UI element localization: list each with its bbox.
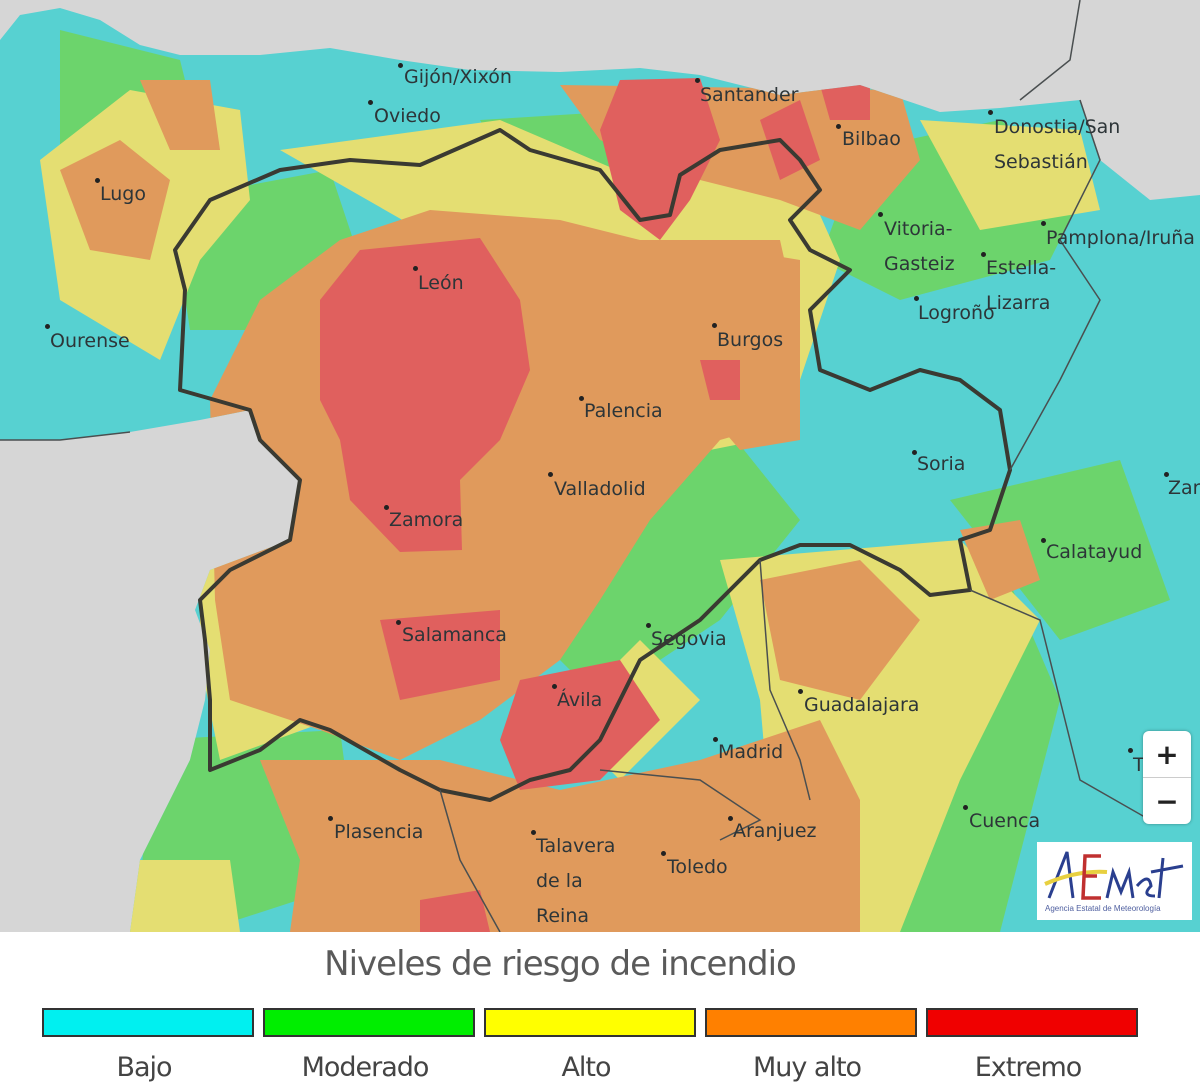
city-dot: [368, 100, 373, 105]
city-dot: [1041, 221, 1046, 226]
city-vitoria: Vitoria- Gasteiz: [884, 212, 955, 282]
legend-label-alto: Alto: [561, 1052, 611, 1083]
city-valladolid: Valladolid: [554, 478, 646, 500]
city-cuenca: Cuenca: [969, 810, 1041, 832]
map-layer: [0, 0, 1200, 932]
label-line: Estella-: [986, 257, 1057, 279]
city-dot: [963, 805, 968, 810]
legend-swatch-bajo: [42, 1008, 254, 1037]
city-dot: [328, 816, 333, 821]
city-dot: [531, 830, 536, 835]
city-palencia: Palencia: [584, 400, 663, 422]
city-dot: [798, 689, 803, 694]
city-dot: [413, 266, 418, 271]
fire-risk-map[interactable]: Gijón/Xixón Oviedo Santander Bilbao Dono…: [0, 0, 1200, 932]
city-dot: [713, 737, 718, 742]
label-line: Talavera: [536, 835, 616, 857]
city-dot: [728, 816, 733, 821]
legend-swatch-extremo: [926, 1008, 1138, 1037]
legend-label-extremo: Extremo: [974, 1052, 1083, 1083]
label-line: Sebastián: [994, 151, 1088, 173]
city-segovia: Segovia: [651, 628, 727, 650]
city-dot: [398, 63, 403, 68]
label-line: Vitoria-: [884, 218, 953, 240]
label-line: Lizarra: [986, 292, 1051, 314]
province-borders: [0, 0, 1151, 932]
legend-label-bajo: Bajo: [116, 1052, 172, 1083]
city-teruel: T: [1133, 754, 1145, 776]
city-dot: [1164, 472, 1169, 477]
city-leon: León: [418, 272, 464, 294]
legend-label-muy-alto: Muy alto: [752, 1052, 862, 1083]
city-zaragoza: Zar: [1168, 477, 1200, 499]
city-soria: Soria: [917, 453, 966, 475]
aemet-logo: Agencia Estatal de Meteorología: [1037, 842, 1192, 920]
city-toledo: Toledo: [667, 856, 728, 878]
city-dot: [384, 505, 389, 510]
zoom-control: + −: [1143, 731, 1191, 824]
city-guadalajara: Guadalajara: [804, 694, 920, 716]
city-burgos: Burgos: [717, 329, 784, 351]
city-dot: [981, 252, 986, 257]
city-santander: Santander: [700, 84, 799, 106]
zoom-out-button[interactable]: −: [1155, 784, 1179, 818]
aemet-logo-subtitle: Agencia Estatal de Meteorología: [1045, 904, 1161, 913]
aemet-logo-mark: [1044, 851, 1184, 900]
city-oviedo: Oviedo: [374, 105, 441, 127]
city-dot: [878, 212, 883, 217]
city-calatayud: Calatayud: [1046, 541, 1143, 563]
legend-swatch-alto: [484, 1008, 696, 1037]
city-aranjuez: Aranjuez: [733, 820, 817, 842]
city-gijon: Gijón/Xixón: [404, 66, 512, 88]
city-dot: [914, 296, 919, 301]
city-dot: [836, 124, 841, 129]
city-bilbao: Bilbao: [842, 128, 901, 150]
city-avila: Ávila: [557, 689, 603, 711]
city-salamanca: Salamanca: [402, 624, 507, 646]
city-pamplona: Pamplona/Iruña: [1046, 227, 1195, 249]
city-logrono: Logroño: [918, 302, 995, 324]
city-dot: [579, 396, 584, 401]
city-dot: [552, 684, 557, 689]
city-plasencia: Plasencia: [334, 821, 424, 843]
legend-swatch-moderado: [263, 1008, 475, 1037]
label-line: Reina: [536, 905, 590, 927]
city-dot: [548, 472, 553, 477]
city-estella: Estella- Lizarra: [986, 251, 1056, 321]
risk-extremo-areas: [320, 78, 870, 932]
zoom-in-button[interactable]: +: [1143, 731, 1191, 778]
label-line: Donostia/San: [994, 116, 1121, 138]
city-zamora: Zamora: [389, 509, 464, 531]
city-dot: [95, 178, 100, 183]
city-dot: [661, 851, 666, 856]
city-dot: [1041, 538, 1046, 543]
legend-title: Niveles de riesgo de incendio: [324, 944, 797, 984]
castilla-y-leon-border: [173, 128, 1012, 802]
city-dot: [646, 623, 651, 628]
label-line: Gasteiz: [884, 253, 955, 275]
city-dot: [912, 450, 917, 455]
city-ourense: Ourense: [50, 330, 130, 352]
legend-label-moderado: Moderado: [301, 1052, 430, 1083]
city-madrid: Madrid: [718, 741, 784, 763]
city-donostia: Donostia/San Sebastián: [994, 110, 1120, 180]
city-talavera: Talavera de la Reina: [536, 829, 615, 932]
city-dot: [1128, 748, 1133, 753]
city-dot: [695, 78, 700, 83]
city-lugo: Lugo: [100, 183, 146, 205]
city-dot: [712, 323, 717, 328]
label-line: de la: [536, 870, 583, 892]
city-dot: [396, 620, 401, 625]
city-dot: [988, 110, 993, 115]
city-dot: [45, 324, 50, 329]
legend-swatch-muy-alto: [705, 1008, 917, 1037]
